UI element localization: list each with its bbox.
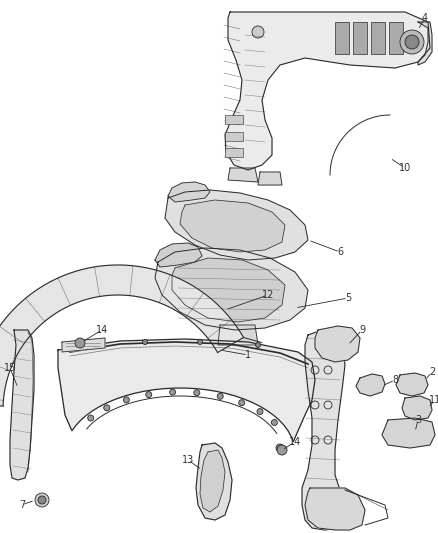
Polygon shape bbox=[228, 168, 258, 182]
Bar bbox=[389, 22, 403, 54]
Circle shape bbox=[194, 390, 200, 395]
Polygon shape bbox=[356, 374, 385, 396]
Polygon shape bbox=[155, 243, 202, 267]
Polygon shape bbox=[218, 325, 258, 345]
Text: 11: 11 bbox=[429, 395, 438, 405]
Circle shape bbox=[239, 400, 245, 406]
Polygon shape bbox=[0, 265, 244, 406]
Text: 3: 3 bbox=[415, 415, 421, 425]
Polygon shape bbox=[402, 396, 432, 420]
Polygon shape bbox=[418, 22, 432, 65]
Text: 14: 14 bbox=[289, 437, 301, 447]
Polygon shape bbox=[225, 12, 430, 170]
Text: 8: 8 bbox=[392, 375, 398, 385]
Circle shape bbox=[217, 393, 223, 399]
Bar bbox=[371, 22, 385, 54]
Text: 12: 12 bbox=[262, 290, 274, 300]
Text: 4: 4 bbox=[422, 13, 428, 23]
Text: 2: 2 bbox=[429, 367, 435, 377]
Circle shape bbox=[252, 26, 264, 38]
Circle shape bbox=[124, 397, 129, 403]
Bar bbox=[225, 132, 243, 141]
Polygon shape bbox=[315, 326, 360, 362]
Circle shape bbox=[75, 338, 85, 348]
Text: 10: 10 bbox=[399, 163, 411, 173]
Text: 9: 9 bbox=[359, 325, 365, 335]
Polygon shape bbox=[396, 373, 428, 396]
Circle shape bbox=[38, 496, 46, 504]
Bar bbox=[353, 22, 367, 54]
Polygon shape bbox=[200, 450, 225, 512]
Polygon shape bbox=[305, 488, 365, 530]
Circle shape bbox=[276, 444, 284, 452]
Circle shape bbox=[257, 409, 263, 415]
Text: 1: 1 bbox=[245, 350, 251, 360]
Circle shape bbox=[35, 493, 49, 507]
Circle shape bbox=[272, 419, 277, 425]
Circle shape bbox=[88, 415, 94, 421]
Circle shape bbox=[170, 389, 176, 395]
Circle shape bbox=[255, 343, 261, 348]
Circle shape bbox=[405, 35, 419, 49]
Text: 6: 6 bbox=[337, 247, 343, 257]
Bar bbox=[335, 22, 349, 54]
Polygon shape bbox=[382, 418, 435, 448]
Bar bbox=[225, 115, 243, 124]
Text: 15: 15 bbox=[4, 363, 16, 373]
Circle shape bbox=[198, 340, 202, 344]
Text: 5: 5 bbox=[345, 293, 351, 303]
Polygon shape bbox=[155, 248, 308, 330]
Circle shape bbox=[142, 340, 148, 344]
Text: 13: 13 bbox=[182, 455, 194, 465]
Polygon shape bbox=[258, 172, 282, 185]
Polygon shape bbox=[62, 338, 105, 352]
Text: 14: 14 bbox=[96, 325, 108, 335]
Polygon shape bbox=[180, 200, 285, 252]
Polygon shape bbox=[10, 330, 34, 480]
Polygon shape bbox=[165, 190, 308, 260]
Polygon shape bbox=[196, 443, 232, 520]
Circle shape bbox=[400, 30, 424, 54]
Circle shape bbox=[104, 405, 110, 411]
Polygon shape bbox=[172, 258, 285, 322]
Polygon shape bbox=[302, 330, 345, 530]
Circle shape bbox=[277, 445, 287, 455]
Circle shape bbox=[146, 392, 152, 398]
Polygon shape bbox=[168, 182, 210, 202]
Polygon shape bbox=[58, 339, 315, 442]
Text: 7: 7 bbox=[19, 500, 25, 510]
Bar bbox=[225, 148, 243, 157]
